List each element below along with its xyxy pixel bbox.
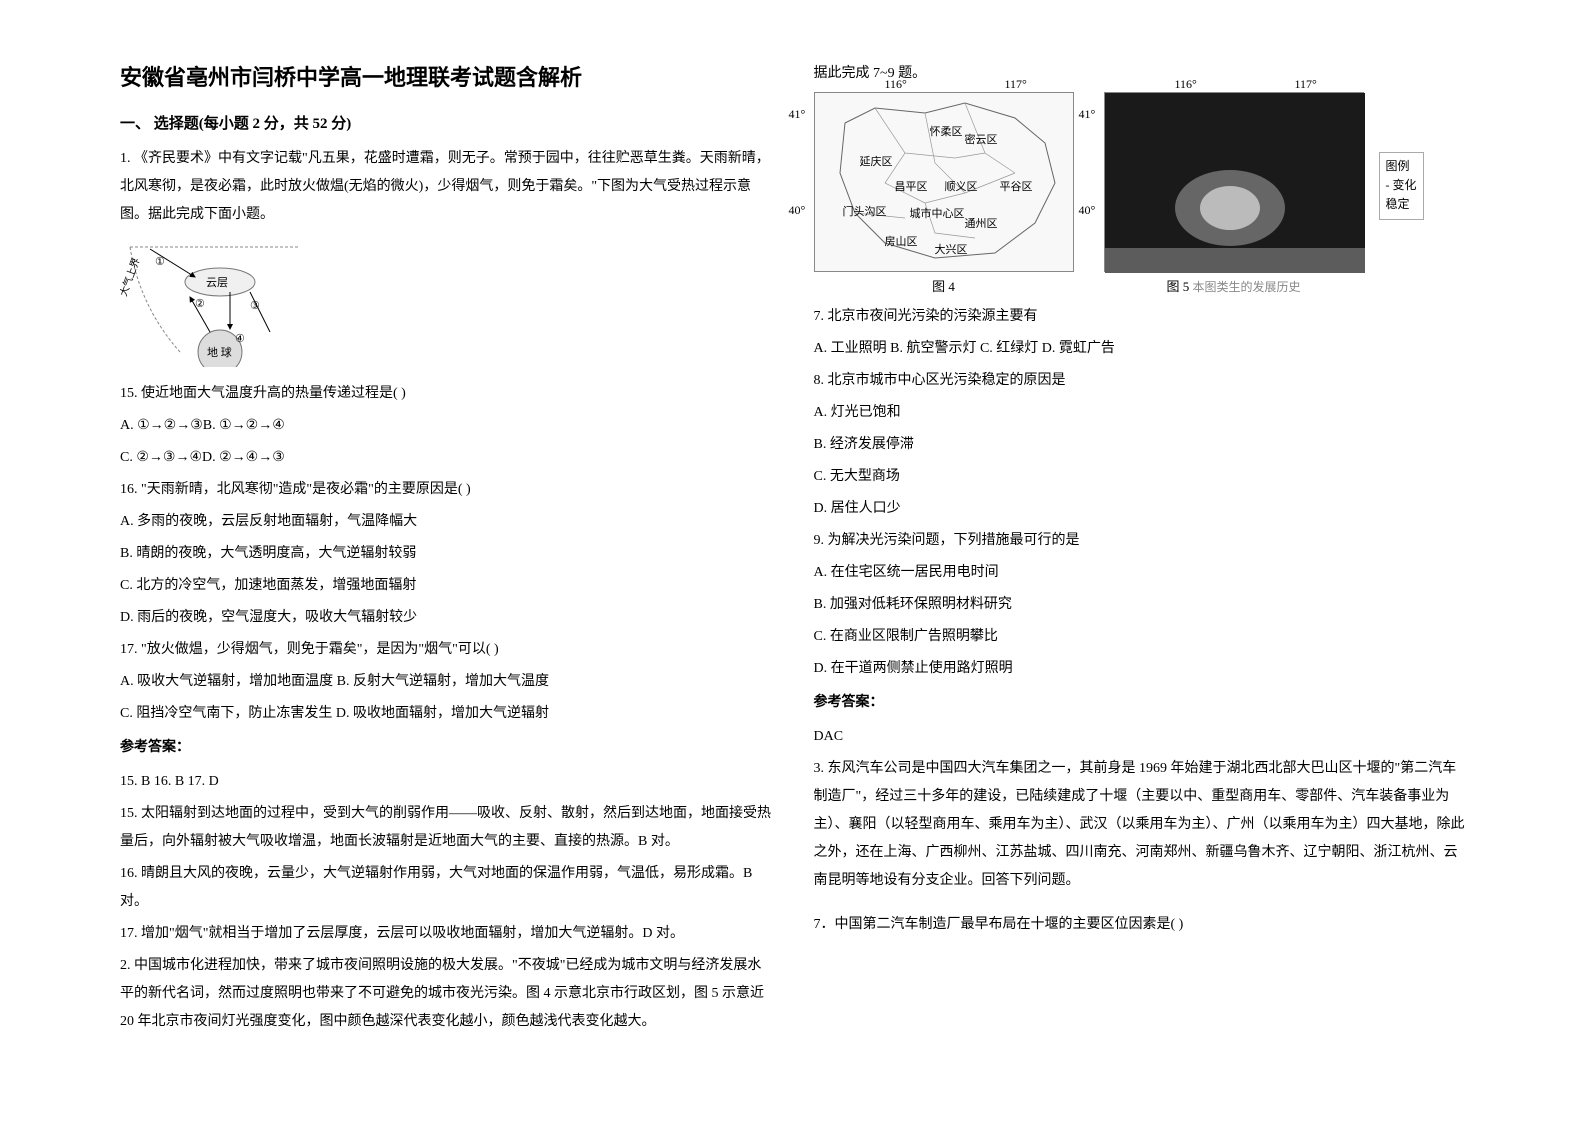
ans16-text: 16. 晴朗且大风的夜晚，云量少，大气逆辐射作用弱，大气对地面的保温作用弱，气温… <box>120 860 774 916</box>
right-column: 据此完成 7~9 题。 116° 117° 41° 40° 延庆区 怀柔区 密云… <box>794 60 1488 1082</box>
map-row: 116° 117° 41° 40° 延庆区 怀柔区 密云区 昌平区 顺义区 平谷… <box>814 92 1468 295</box>
map5: 116° 117° 41° 40° <box>1104 92 1364 272</box>
svg-text:①: ① <box>155 256 165 268</box>
map4-label: 图 4 <box>814 276 1074 295</box>
region-huairou: 怀柔区 <box>930 123 963 139</box>
q1-intro: 1. 《齐民要术》中有文字记载"凡五果，花盛时遭霜，则无子。常预于园中，往往贮恶… <box>120 145 774 229</box>
q3-intro: 3. 东风汽车公司是中国四大汽车集团之一，其前身是 1969 年始建于湖北西北部… <box>814 755 1468 895</box>
q15-opt-c: C. ②→③→④D. ②→④→③ <box>120 444 774 472</box>
region-daxing: 大兴区 <box>935 241 968 257</box>
region-mentougou: 门头沟区 <box>843 203 887 219</box>
coord-117: 117° <box>1005 77 1027 92</box>
region-changping: 昌平区 <box>895 178 928 194</box>
q9-opt-c: C. 在商业区限制广告照明攀比 <box>814 623 1468 651</box>
q9: 9. 为解决光污染问题，下列措施最可行的是 <box>814 527 1468 555</box>
q7-opts: A. 工业照明 B. 航空警示灯 C. 红绿灯 D. 霓虹广告 <box>814 335 1468 363</box>
answer-label-2: 参考答案： <box>814 689 1468 717</box>
q8: 8. 北京市城市中心区光污染稳定的原因是 <box>814 367 1468 395</box>
map5-sub: 本图类生的发展历史 <box>1193 280 1301 294</box>
region-pinggu: 平谷区 <box>1000 178 1033 194</box>
q8-opt-a: A. 灯光已饱和 <box>814 399 1468 427</box>
coord-41b: 41° <box>1079 107 1096 122</box>
q15: 15. 使近地面大气温度升高的热量传递过程是( ) <box>120 380 774 408</box>
svg-text:④: ④ <box>235 333 245 345</box>
coord-116: 116° <box>885 77 907 92</box>
col2-top: 据此完成 7~9 题。 <box>814 60 1468 88</box>
map4-wrapper: 116° 117° 41° 40° 延庆区 怀柔区 密云区 昌平区 顺义区 平谷… <box>814 92 1074 295</box>
region-fangshan: 房山区 <box>885 233 918 249</box>
page-title: 安徽省亳州市闫桥中学高一地理联考试题含解析 <box>120 60 774 92</box>
svg-text:大气上界: 大气上界 <box>120 256 142 298</box>
svg-text:③: ③ <box>250 300 260 312</box>
q17-opt-a: A. 吸收大气逆辐射，增加地面温度 B. 反射大气逆辐射，增加大气温度 <box>120 668 774 696</box>
map4: 116° 117° 41° 40° 延庆区 怀柔区 密云区 昌平区 顺义区 平谷… <box>814 92 1074 272</box>
svg-text:地 球: 地 球 <box>207 345 232 359</box>
map5-fig: 图 5 <box>1166 279 1189 294</box>
q3-7: 7．中国第二汽车制造厂最早布局在十堰的主要区位因素是( ) <box>814 911 1468 939</box>
svg-text:云层: 云层 <box>206 276 228 289</box>
q15-opt-a: A. ①→②→③B. ①→②→④ <box>120 412 774 440</box>
ans1-line: 15. B 16. B 17. D <box>120 768 774 796</box>
region-miyun: 密云区 <box>965 131 998 147</box>
coord-117b: 117° <box>1295 77 1317 92</box>
q17: 17. "放火做煴，少得烟气，则免于霜矣"，是因为"烟气"可以( ) <box>120 636 774 664</box>
section-header: 一、 选择题(每小题 2 分，共 52 分) <box>120 112 774 133</box>
q8-opt-b: B. 经济发展停滞 <box>814 431 1468 459</box>
coord-41: 41° <box>789 107 806 122</box>
q7: 7. 北京市夜间光污染的污染源主要有 <box>814 303 1468 331</box>
ans17-text: 17. 增加"烟气"就相当于增加了云层厚度，云层可以吸收地面辐射，增加大气逆辐射… <box>120 920 774 948</box>
region-tongzhou: 通州区 <box>965 215 998 231</box>
coord-116b: 116° <box>1175 77 1197 92</box>
q16-opt-a: A. 多雨的夜晚，云层反射地面辐射，气温降幅大 <box>120 508 774 536</box>
q2-intro: 2. 中国城市化进程加快，带来了城市夜间照明设施的极大发展。"不夜城"已经成为城… <box>120 952 774 1036</box>
legend-item-1: - 变化 <box>1386 176 1417 195</box>
q9-opt-a: A. 在住宅区统一居民用电时间 <box>814 559 1468 587</box>
svg-text:②: ② <box>195 298 205 310</box>
coord-40b: 40° <box>1079 203 1096 218</box>
q16-opt-d: D. 雨后的夜晚，空气湿度大，吸收大气辐射较少 <box>120 604 774 632</box>
legend-title: 图例 <box>1386 157 1417 176</box>
coord-40: 40° <box>789 203 806 218</box>
atmosphere-diagram: 云层 地 球 ① ② ③ ④ 大气上界 <box>120 237 774 372</box>
map5-wrapper: 116° 117° 41° 40° 图例 - 变化 稳定 图 5 本图类生的发展… <box>1104 92 1364 295</box>
region-yanqing: 延庆区 <box>860 153 893 169</box>
q16-opt-c: C. 北方的冷空气，加速地面蒸发，增强地面辐射 <box>120 572 774 600</box>
q17-opt-c: C. 阻挡冷空气南下，防止冻害发生 D. 吸收地面辐射，增加大气逆辐射 <box>120 700 774 728</box>
left-column: 安徽省亳州市闫桥中学高一地理联考试题含解析 一、 选择题(每小题 2 分，共 5… <box>100 60 794 1082</box>
map5-legend: 图例 - 变化 稳定 <box>1379 152 1424 220</box>
q8-opt-c: C. 无大型商场 <box>814 463 1468 491</box>
region-chengshi: 城市中心区 <box>910 205 965 221</box>
q9-opt-b: B. 加强对低耗环保照明材料研究 <box>814 591 1468 619</box>
q8-opt-d: D. 居住人口少 <box>814 495 1468 523</box>
q9-opt-d: D. 在干道两侧禁止使用路灯照明 <box>814 655 1468 683</box>
region-shunyi: 顺义区 <box>945 178 978 194</box>
ans15-text: 15. 太阳辐射到达地面的过程中，受到大气的削弱作用——吸收、反射、散射，然后到… <box>120 800 774 856</box>
map5-label: 图 5 本图类生的发展历史 <box>1104 276 1364 295</box>
q16: 16. "天雨新晴，北风寒彻"造成"是夜必霜"的主要原因是( ) <box>120 476 774 504</box>
answer-label-1: 参考答案： <box>120 734 774 762</box>
ans2: DAC <box>814 723 1468 751</box>
q16-opt-b: B. 晴朗的夜晚，大气透明度高，大气逆辐射较弱 <box>120 540 774 568</box>
legend-item-2: 稳定 <box>1386 195 1417 214</box>
